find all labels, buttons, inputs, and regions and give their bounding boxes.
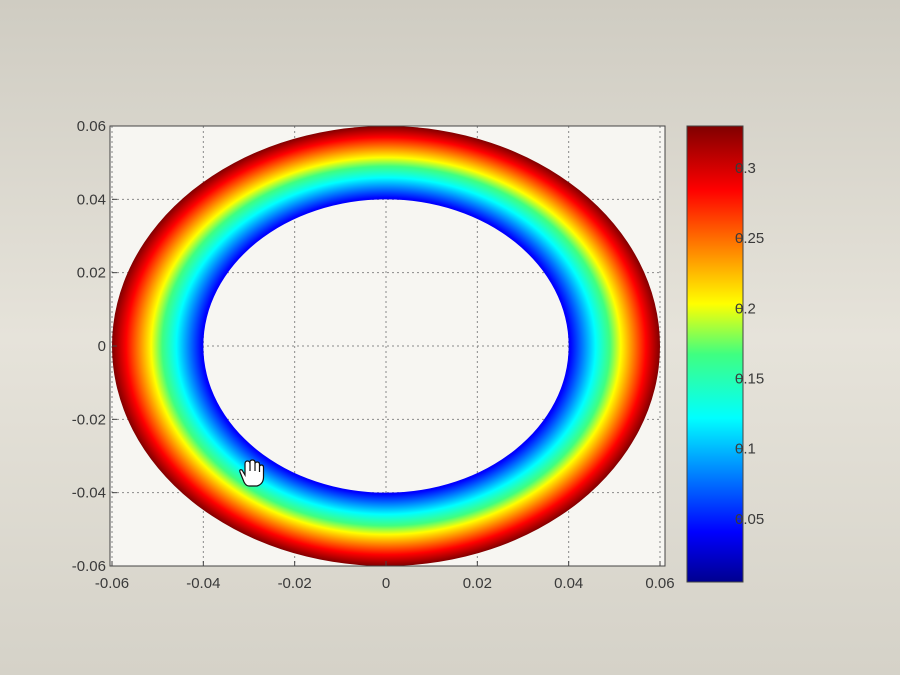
y-tick-label: 0.06 xyxy=(77,118,106,135)
colorbar-tick-label: 0.2 xyxy=(735,300,756,317)
x-tick-label: 0.04 xyxy=(554,575,583,592)
colorbar-tick-label: 0.1 xyxy=(735,441,756,458)
x-tick-label: 0.06 xyxy=(645,575,674,592)
y-tick-label: -0.06 xyxy=(72,558,106,575)
y-tick-label: 0.04 xyxy=(77,191,106,208)
colorbar xyxy=(687,126,743,582)
colorbar-tick-label: 0.3 xyxy=(735,160,756,177)
x-tick-label: -0.04 xyxy=(186,575,220,592)
y-tick-label: 0 xyxy=(98,338,106,355)
colorbar-tick-label: 0.25 xyxy=(735,230,764,247)
y-tick-label: -0.04 xyxy=(72,485,106,502)
x-tick-label: -0.02 xyxy=(278,575,312,592)
colorbar-ticks: 0.05 0.1 0.15 0.2 0.25 0.3 xyxy=(735,160,764,528)
colorbar-tick-label: 0.05 xyxy=(735,511,764,528)
colorbar-frame xyxy=(686,125,744,583)
y-tick-label: 0.02 xyxy=(77,265,106,282)
hand-cursor-icon xyxy=(239,459,265,487)
ring-band xyxy=(112,126,660,566)
plot-frame xyxy=(109,125,666,567)
x-axis-ticks: -0.06 -0.04 -0.02 0 0.02 0.04 0.06 xyxy=(95,561,675,592)
x-tick-label: -0.06 xyxy=(95,575,129,592)
x-tick-label: 0 xyxy=(382,575,390,592)
colorbar-tick-label: 0.15 xyxy=(735,371,764,388)
y-tick-label: -0.02 xyxy=(72,411,106,428)
y-axis-ticks: -0.06 -0.04 -0.02 0 0.02 0.04 0.06 xyxy=(72,118,117,575)
x-tick-label: 0.02 xyxy=(463,575,492,592)
heatmap-annulus xyxy=(112,126,660,566)
